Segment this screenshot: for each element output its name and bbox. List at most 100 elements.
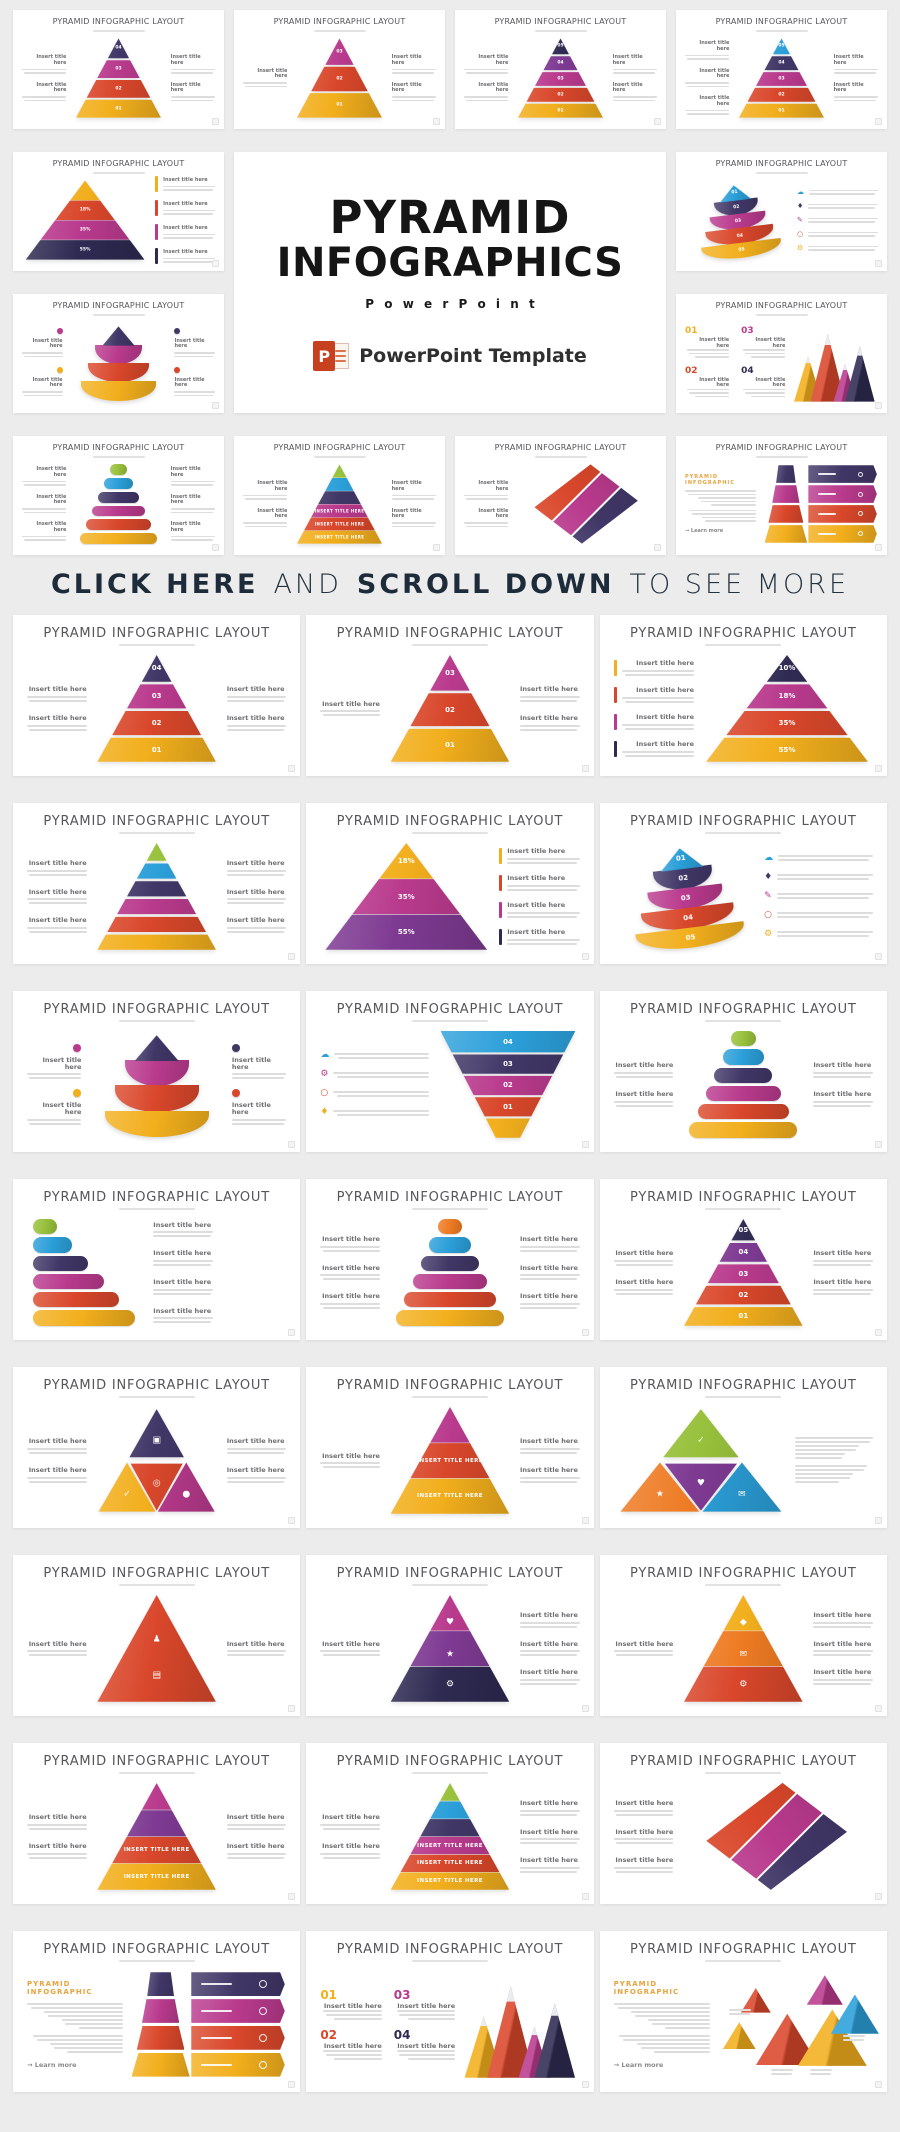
slide-thumbnail[interactable]: PYRAMID INFOGRAPHIC LAYOUT Insert title h… (599, 1555, 887, 1717)
slide-side-content: Insert title here Insert title here (813, 1250, 873, 1295)
slide-subtitle-placeholder (313, 30, 366, 32)
slide-thumbnail[interactable]: PYRAMID INFOGRAPHIC LAYOUT Insert title h… (306, 1743, 594, 1905)
pyramid-layer (147, 1972, 174, 1996)
slide-graphic: 01 02 03 04 05 (685, 177, 790, 264)
callout-title: Insert title here (42, 1100, 82, 1117)
layer-label: 03 (738, 1269, 749, 1278)
slide-thumbnail[interactable]: PYRAMID INFOGRAPHIC LAYOUT 01 Insert title… (306, 1931, 594, 2093)
text-line (44, 2010, 123, 2013)
slide-thumbnail[interactable]: PYRAMID INFOGRAPHIC LAYOUT ☁ ⚙ ○ ♦ 04 03 02 01 (306, 991, 594, 1153)
item-number: 02 (685, 365, 698, 376)
text-placeholder-lines (520, 1809, 580, 1816)
slide-thumbnail[interactable]: PYRAMID INFOGRAPHIC LAYOUT Insert title h… (306, 1555, 594, 1717)
callout-title: Insert title here (226, 887, 285, 896)
text-line (813, 1678, 873, 1681)
text-line (27, 1650, 87, 1653)
text-placeholder-lines (621, 669, 695, 676)
slide-thumbnail[interactable]: PYRAMID INFOGRAPHIC LAYOUT 01 02 03 04 05 ☁ ♦ ✎ ○… (599, 803, 887, 965)
slide-thumbnail[interactable]: PYRAMID INFOGRAPHIC LAYOUT Insert title h… (13, 1743, 301, 1905)
slide-thumbnail[interactable]: PYRAMID INFOGRAPHIC LAYOUT 01 02 03 04 05 ☁ ♦ ✎ ○… (676, 152, 887, 271)
text-line (396, 2009, 456, 2012)
slide-title: PYRAMID INFOGRAPHIC LAYOUT (336, 1754, 564, 1770)
slide-thumbnail[interactable]: PYRAMID INFOGRAPHIC LAYOUT Insert title h… (13, 1367, 301, 1529)
pyramid-layer (97, 1595, 216, 1702)
cone-layer (104, 1110, 209, 1137)
text-line (29, 930, 87, 933)
text-line (163, 237, 213, 239)
slide-thumbnail[interactable]: PYRAMID INFOGRAPHIC LAYOUT PYRAMID INFOGR… (13, 1931, 301, 2093)
numbered-item: 03 Insert title here (741, 327, 786, 358)
slide-thumbnail[interactable]: PYRAMID INFOGRAPHIC LAYOUT Insert title h… (13, 615, 301, 777)
slide-thumbnail[interactable]: PYRAMID INFOGRAPHIC LAYOUT Insert title h… (306, 1367, 594, 1529)
learn-more-link[interactable]: → Learn more (685, 527, 724, 534)
section-heading: PYRAMID INFOGRAPHIC (27, 1980, 93, 1997)
legend-color-bar (613, 713, 617, 730)
slide-thumbnail[interactable]: PYRAMID INFOGRAPHIC LAYOUT Insert title h… (234, 10, 445, 129)
slide-title: PYRAMID INFOGRAPHIC LAYOUT (336, 1378, 564, 1394)
slide-thumbnail[interactable]: PYRAMID INFOGRAPHIC LAYOUT Insert title h… (455, 10, 666, 129)
callout-title: Insert title here (391, 81, 422, 93)
page-number-box (212, 260, 219, 267)
text-line (322, 1466, 380, 1469)
text-line (22, 96, 67, 98)
slide-side-content: Insert title here Insert title here (464, 480, 509, 527)
pyramid-graphic: 18% 35% 55% (25, 180, 145, 260)
slide-thumbnail[interactable]: PYRAMID INFOGRAPHIC LAYOUT Insert title h… (13, 991, 301, 1153)
callout: Insert title here (174, 328, 215, 357)
text-line (174, 352, 215, 354)
text-line (153, 1321, 211, 1324)
slide-thumbnail[interactable]: PYRAMID INFOGRAPHIC LAYOUT Insert title h… (306, 1179, 594, 1341)
text-line (32, 2034, 123, 2037)
callout-title: Insert title here (153, 1306, 212, 1315)
funnel-layer (474, 1097, 542, 1117)
cta-click-here[interactable]: CLICK HERE (50, 569, 259, 600)
callout-title: Insert title here (699, 95, 730, 107)
slide-thumbnail[interactable]: PYRAMID INFOGRAPHIC LAYOUT 18% 35% 55% Inser… (306, 803, 594, 965)
text-line (507, 915, 577, 918)
banner-icon (258, 2006, 267, 2015)
slide-thumbnail[interactable]: PYRAMID INFOGRAPHIC LAYOUT Insert title h… (13, 436, 224, 555)
slide-thumbnail[interactable]: PYRAMID INFOGRAPHIC LAYOUT Insert title h… (676, 10, 887, 129)
slide-thumbnail[interactable]: PYRAMID INFOGRAPHIC LAYOUT PYRAMID INFOGR… (676, 436, 887, 555)
slide-thumbnail[interactable]: PYRAMID INFOGRAPHIC LAYOUT Insert title h… (599, 1179, 887, 1341)
legend-title: Insert title here (636, 713, 695, 722)
slide-thumbnail[interactable]: PYRAMID INFOGRAPHIC LAYOUT Insert title h… (599, 1743, 887, 1905)
slide-subtitle-placeholder (705, 1960, 782, 1963)
slide-thumbnail[interactable]: PYRAMID INFOGRAPHIC LAYOUT PYRAMID INFOGR… (599, 1931, 887, 2093)
learn-more-link[interactable]: → Learn more (613, 2060, 664, 2069)
text-line (170, 96, 215, 98)
slide-thumbnail[interactable]: PYRAMID INFOGRAPHIC LAYOUT Insert title h… (13, 1555, 301, 1717)
layer-label: INSERT TITLE HERE (417, 1457, 483, 1464)
cta-to-see-more: TO SEE MORE (629, 569, 850, 600)
icon-list-item: ♦ (764, 872, 873, 882)
callout: Insert title here (833, 82, 878, 101)
small-pyramid (806, 1975, 843, 2005)
slide-thumbnail[interactable]: PYRAMID INFOGRAPHIC LAYOUT Insert title h… (599, 615, 887, 777)
callout-title: Insert title here (813, 1668, 872, 1677)
slide-thumbnail[interactable]: PYRAMID INFOGRAPHIC LAYOUT Insert title h… (234, 436, 445, 555)
slide-side-content: Insert title here Insert title here Insert… (155, 176, 215, 264)
layer-label: INSERT TITLE HERE (123, 1847, 190, 1853)
slide-thumbnail[interactable]: PYRAMID INFOGRAPHIC LAYOUT Insert title h… (13, 294, 224, 413)
slide-thumbnail[interactable]: PYRAMID INFOGRAPHIC LAYOUT ✓ ★ ♥ ✉ (599, 1367, 887, 1529)
slide-thumbnail[interactable]: PYRAMID INFOGRAPHIC LAYOUT Insert title h… (13, 803, 301, 965)
slide-thumbnail[interactable]: PYRAMID INFOGRAPHIC LAYOUT Insert title h… (306, 615, 594, 777)
slide-thumbnail[interactable]: PYRAMID INFOGRAPHIC LAYOUT Insert title h… (13, 1179, 301, 1341)
legend-item: Insert title here (499, 928, 580, 945)
callout-title: Insert title here (28, 1437, 87, 1446)
cta-banner[interactable]: CLICK HERE AND SCROLL DOWN TO SEE MORE (0, 569, 900, 601)
legend-item: Insert title here (613, 713, 695, 730)
text-line (612, 72, 656, 74)
slide-thumbnail[interactable]: PYRAMID INFOGRAPHIC LAYOUT Insert title h… (13, 10, 224, 129)
text-line (700, 500, 757, 503)
text-line (624, 673, 695, 676)
arrow-banner (191, 2052, 285, 2077)
slide-thumbnail[interactable]: PYRAMID INFOGRAPHIC LAYOUT Insert title h… (599, 991, 887, 1153)
pill-layer (429, 1237, 471, 1253)
slide-thumbnail[interactable]: PYRAMID INFOGRAPHIC LAYOUT 01 Insert title… (676, 294, 887, 413)
layer-label: 02 (151, 719, 162, 728)
learn-more-link[interactable]: → Learn more (27, 2060, 77, 2069)
slide-thumbnail[interactable]: PYRAMID INFOGRAPHIC LAYOUT Insert title h… (455, 436, 666, 555)
slide-thumbnail[interactable]: PYRAMID INFOGRAPHIC LAYOUT 18% 35% 55% Inser… (13, 152, 224, 271)
cta-scroll-down[interactable]: SCROLL DOWN (356, 569, 615, 600)
